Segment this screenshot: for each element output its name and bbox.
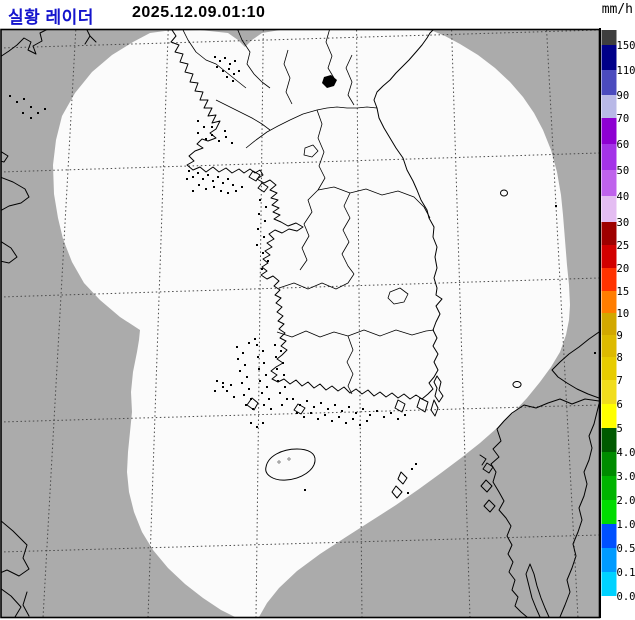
ulleungdo-island: [500, 189, 508, 197]
legend-segment: [601, 70, 617, 95]
legend-segment: [601, 524, 617, 548]
legend-tick-label: 50: [617, 165, 630, 177]
legend-tick-label: 90: [617, 90, 630, 102]
legend-segment: [601, 245, 617, 268]
province-borders: [276, 109, 435, 395]
japan-coastline: [479, 331, 599, 617]
legend-tick-label: 70: [617, 113, 630, 125]
legend-segment: [601, 335, 617, 357]
legend-segment: [601, 572, 617, 596]
legend-tick-label: 7: [617, 375, 623, 387]
legend-segment: [601, 313, 617, 335]
legend-segment: [601, 45, 617, 70]
legend-segment: [601, 500, 617, 524]
legend-tick-label: 60: [617, 139, 630, 151]
legend-segment: [601, 476, 617, 500]
legend-tick-label: 150: [617, 40, 635, 52]
legend-tick-label: 30: [617, 217, 630, 229]
tsushima-island: [433, 375, 444, 403]
jeju-island: [265, 448, 316, 481]
legend-segment: [601, 428, 617, 452]
radar-coverage-area: [53, 30, 570, 617]
legend-segment: [601, 548, 617, 572]
legend-segment: [601, 268, 617, 291]
legend-tick-label: 0.5: [617, 543, 635, 555]
north-korea-borders: [182, 30, 355, 131]
legend-segment: [601, 222, 617, 245]
legend-cap: [601, 30, 617, 45]
dokdo-island: [555, 205, 557, 207]
legend-tick-label: 20: [617, 263, 630, 275]
legend-tick-label: 9: [617, 330, 623, 342]
islands: [246, 189, 557, 499]
legend-tick-label: 5: [617, 423, 623, 435]
legend-colorbar: 150 110 90 70 60 50 40 30 25 20 15 10 9 8 7 6 5 4.0 3.0 2.0…: [601, 30, 635, 614]
legend-tick-label: 40: [617, 191, 630, 203]
legend-segment: [601, 291, 617, 313]
legend-tick-label: 4.0: [617, 447, 635, 459]
legend-segment: [601, 452, 617, 476]
legend-segment: [601, 380, 617, 404]
timestamp-label: 2025.12.09.01:10: [132, 4, 266, 21]
radar-map: 150 110 90 70 60 50 40 30 25 20 15 10 9 8 7 6 5 4.0 3.0 2.0…: [0, 28, 635, 619]
page-title: 실황 레이더: [8, 8, 94, 27]
unit-label: mm/h: [601, 2, 633, 17]
china-coastline: [1, 30, 97, 617]
legend-tick-label: 0.0: [617, 591, 635, 603]
korea-coastline: [170, 30, 443, 400]
legend-segment: [601, 118, 617, 144]
legend-segment: [601, 95, 617, 118]
island-specks: [9, 56, 596, 494]
legend-segment: [601, 170, 617, 196]
legend-segment: [601, 596, 617, 614]
legend-tick-label: 3.0: [617, 471, 635, 483]
legend-tick-label: 8: [617, 352, 623, 364]
legend-segment: [601, 196, 617, 222]
legend-tick-label: 6: [617, 399, 623, 411]
legend-segment: [601, 357, 617, 380]
legend-tick-label: 1.0: [617, 519, 635, 531]
legend-segment: [601, 404, 617, 428]
radar-site-marks: [277, 457, 291, 464]
legend-tick-label: 10: [617, 308, 630, 320]
iki-island: [512, 381, 522, 388]
legend-tick-label: 110: [617, 65, 635, 77]
legend-tick-label: 25: [617, 240, 630, 252]
legend-tick-label: 0.1: [617, 567, 635, 579]
legend-tick-label: 2.0: [617, 495, 635, 507]
legend-segment: [601, 144, 617, 170]
legend-tick-label: 15: [617, 286, 630, 298]
